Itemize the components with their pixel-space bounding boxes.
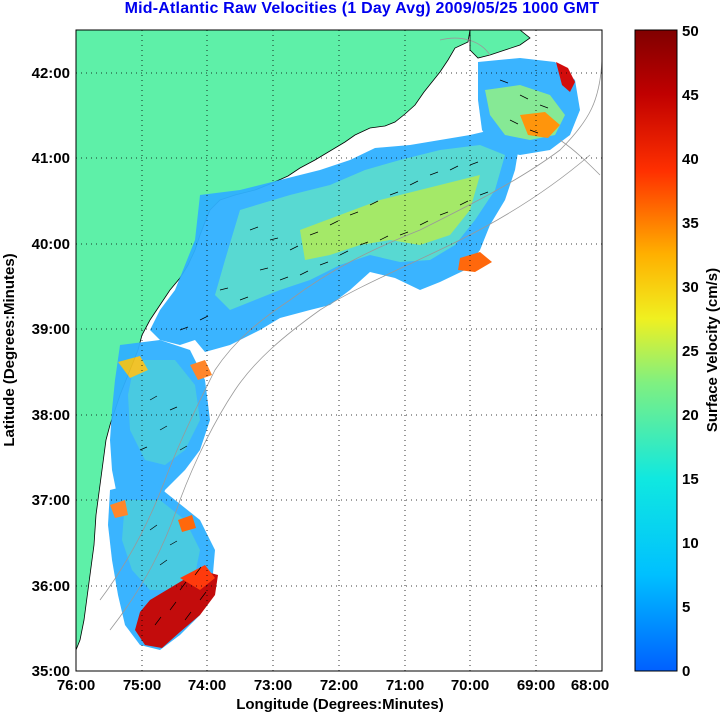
y-tick-label: 40:00 [32, 236, 70, 253]
x-tick-label: 71:00 [386, 677, 424, 694]
y-tick-label: 37:00 [32, 492, 70, 509]
y-tick-label: 38:00 [32, 407, 70, 424]
velocity-field [108, 58, 580, 650]
y-tick-label: 35:00 [32, 663, 70, 680]
colorbar-tick-label: 30 [682, 279, 699, 296]
x-tick-label: 74:00 [188, 677, 226, 694]
colorbar-tick-label: 10 [682, 535, 699, 552]
x-tick-label: 69:00 [517, 677, 555, 694]
y-axis-title: Latitude (Degrees:Minutes) [1, 253, 18, 446]
colorbar-tick-label: 45 [682, 87, 699, 104]
colorbar-tick-labels: 50 45 40 35 30 25 20 15 10 5 0 [682, 23, 699, 680]
x-axis-title: Longitude (Degrees:Minutes) [236, 696, 444, 713]
colorbar-tick-label: 50 [682, 23, 699, 40]
colorbar-tick-label: 0 [682, 663, 690, 680]
colorbar-tick-label: 35 [682, 215, 699, 232]
colorbar-tick-label: 20 [682, 407, 699, 424]
bathymetry-contours [99, 37, 602, 631]
colorbar-tick-label: 5 [682, 599, 690, 616]
current-vectors [139, 79, 549, 626]
y-tick-label: 41:00 [32, 150, 70, 167]
cape-cod [469, 30, 531, 59]
page-title: Mid-Atlantic Raw Velocities (1 Day Avg) … [124, 0, 600, 17]
x-tick-label: 72:00 [320, 677, 358, 694]
colorbar-tick-label: 15 [682, 471, 699, 488]
colorbar [634, 29, 678, 672]
y-tick-label: 42:00 [32, 65, 70, 82]
x-tick-label: 75:00 [123, 677, 161, 694]
graticule [76, 30, 602, 671]
x-tick-label: 73:00 [254, 677, 292, 694]
y-tick-labels: 42:00 41:00 40:00 39:00 38:00 37:00 36:0… [32, 65, 70, 680]
x-tick-labels: 76:00 75:00 74:00 73:00 72:00 71:00 70:0… [57, 677, 609, 694]
x-tick-label: 68:00 [571, 677, 609, 694]
colorbar-title: Surface Velocity (cm/s) [704, 268, 721, 432]
plot-frame [75, 29, 603, 672]
y-tick-label: 39:00 [32, 321, 70, 338]
y-tick-label: 36:00 [32, 578, 70, 595]
colorbar-tick-label: 25 [682, 343, 699, 360]
x-tick-label: 70:00 [451, 677, 489, 694]
colorbar-tick-label: 40 [682, 151, 699, 168]
x-tick-label: 76:00 [57, 677, 95, 694]
